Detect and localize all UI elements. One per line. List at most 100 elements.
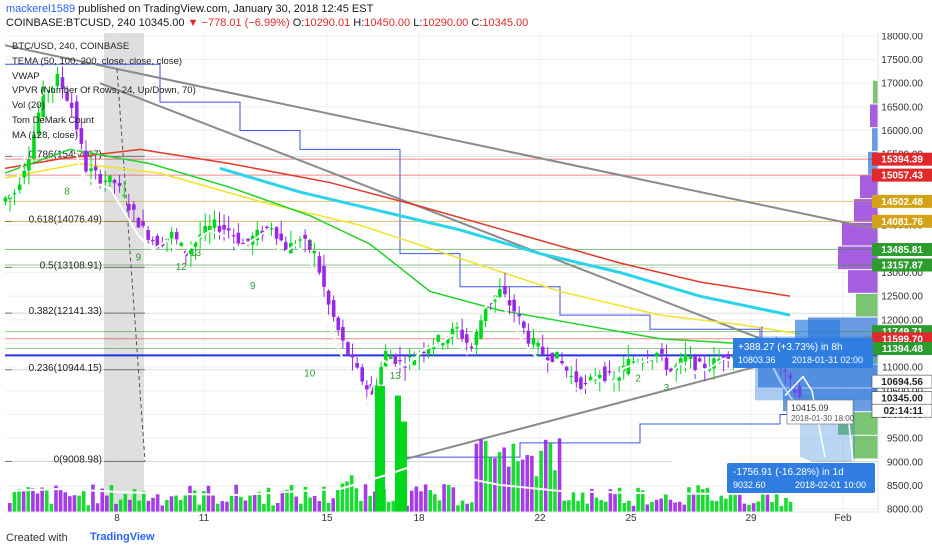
candle-body bbox=[98, 174, 103, 184]
vwap-band-lower bbox=[400, 413, 800, 458]
volume-bar bbox=[354, 488, 359, 512]
candle-body bbox=[155, 235, 160, 249]
volume-bar bbox=[105, 495, 109, 512]
price-axis-label-bg bbox=[872, 214, 932, 228]
volume-bar bbox=[317, 501, 322, 512]
volume-bar bbox=[774, 485, 779, 512]
volume-bar bbox=[151, 497, 155, 512]
volume-bar bbox=[68, 496, 72, 512]
volume-bar bbox=[35, 493, 40, 512]
candle-body bbox=[469, 346, 474, 349]
candle-body bbox=[208, 225, 212, 232]
volume-bar bbox=[54, 485, 58, 512]
vpvr-bar bbox=[758, 364, 878, 388]
candle-body bbox=[283, 242, 288, 253]
volume-bar bbox=[359, 500, 363, 512]
volume-bar bbox=[640, 490, 645, 512]
volume-bar bbox=[414, 486, 419, 512]
fib-label: 0.236(10944.15) bbox=[29, 363, 102, 374]
candle-body bbox=[793, 389, 797, 393]
volume-bar bbox=[312, 495, 317, 512]
publish-header: mackerel1589 published on TradingView.co… bbox=[0, 0, 932, 33]
candle-body bbox=[603, 366, 607, 381]
volume-bar bbox=[44, 490, 49, 512]
candle-body bbox=[503, 285, 507, 295]
volume-bar bbox=[460, 500, 465, 512]
candle-body bbox=[136, 218, 141, 228]
price-axis-label-bg bbox=[872, 152, 932, 166]
ma-128-line bbox=[219, 166, 791, 317]
candle-body bbox=[255, 229, 260, 241]
volume-bar bbox=[239, 496, 243, 512]
volume-bar bbox=[751, 503, 756, 512]
volume-bar bbox=[289, 485, 294, 512]
price-axis-label: 10345.00 bbox=[881, 394, 923, 405]
close-label: C: bbox=[471, 17, 483, 29]
trendline-mid bbox=[99, 82, 811, 359]
volume-bar bbox=[345, 481, 349, 512]
volume-bar bbox=[123, 494, 128, 512]
author-link[interactable]: mackerel1589 bbox=[6, 3, 76, 15]
candle-body bbox=[269, 228, 274, 230]
x-tick-label: 29 bbox=[745, 513, 757, 524]
volume-bar bbox=[677, 501, 682, 512]
candle-body bbox=[346, 342, 350, 355]
publish-line: mackerel1589 published on TradingView.co… bbox=[6, 3, 373, 15]
candle-body bbox=[569, 375, 574, 378]
candle-body bbox=[669, 368, 673, 373]
volume-bar bbox=[146, 500, 151, 512]
candle-body bbox=[788, 374, 793, 379]
last-price: 10345.00 bbox=[138, 17, 185, 29]
volume-bar bbox=[724, 498, 728, 512]
candle-body bbox=[422, 351, 426, 354]
x-tick-label: 11 bbox=[199, 513, 210, 524]
volume-bar bbox=[423, 484, 428, 512]
volume-bar bbox=[77, 495, 81, 512]
low-value: 10290.00 bbox=[422, 17, 469, 29]
candle-body bbox=[303, 234, 307, 239]
projection-down-date: 2018-02-01 10:00 bbox=[795, 480, 866, 490]
tradingview-logo-icon[interactable]: TradingView bbox=[90, 531, 155, 543]
volume-bar bbox=[613, 494, 617, 512]
price-chart[interactable]: 8 11 15 18 22 25 29 Feb0.786(15454.07)0.618(140… bbox=[0, 33, 932, 527]
volume-bar bbox=[192, 490, 197, 512]
candle-body bbox=[726, 354, 731, 359]
volume-bar bbox=[40, 487, 44, 512]
candle-body bbox=[231, 235, 236, 237]
candle-body bbox=[350, 354, 355, 358]
candle-body bbox=[631, 361, 636, 363]
candle-body bbox=[203, 225, 208, 236]
high-value: 10450.00 bbox=[364, 17, 411, 29]
down-triangle-icon: ▼ bbox=[187, 17, 199, 29]
fib-label-bg bbox=[12, 361, 104, 373]
candle-body bbox=[174, 232, 179, 240]
volume-bar bbox=[603, 501, 608, 512]
volume-bar bbox=[451, 487, 456, 512]
volume-bar bbox=[668, 499, 673, 512]
candle-body bbox=[179, 242, 184, 246]
volume-bar bbox=[567, 500, 571, 512]
volume-bar bbox=[530, 455, 534, 512]
low-label: L: bbox=[413, 17, 423, 29]
volume-bar bbox=[627, 500, 631, 512]
volume-bar bbox=[728, 493, 733, 512]
candle-body bbox=[660, 348, 664, 354]
candle-body bbox=[536, 342, 540, 347]
volume-bar bbox=[687, 487, 691, 512]
candle-body bbox=[702, 363, 707, 369]
volume-bar bbox=[285, 489, 289, 512]
vpvr-bar bbox=[853, 435, 878, 459]
candle-body bbox=[126, 203, 131, 211]
volume-bar bbox=[31, 488, 35, 512]
volume-bar bbox=[543, 439, 548, 512]
volume-bar bbox=[631, 505, 636, 512]
chart-background bbox=[0, 33, 932, 527]
volume-bar bbox=[562, 500, 566, 512]
candle-body bbox=[84, 150, 88, 172]
price-axis-label-bg bbox=[872, 194, 932, 208]
volume-bar bbox=[437, 500, 442, 512]
candle-body bbox=[17, 184, 22, 191]
candle-body bbox=[464, 334, 469, 343]
demark-count-label: 9 bbox=[136, 253, 142, 264]
candle-body bbox=[383, 351, 388, 367]
